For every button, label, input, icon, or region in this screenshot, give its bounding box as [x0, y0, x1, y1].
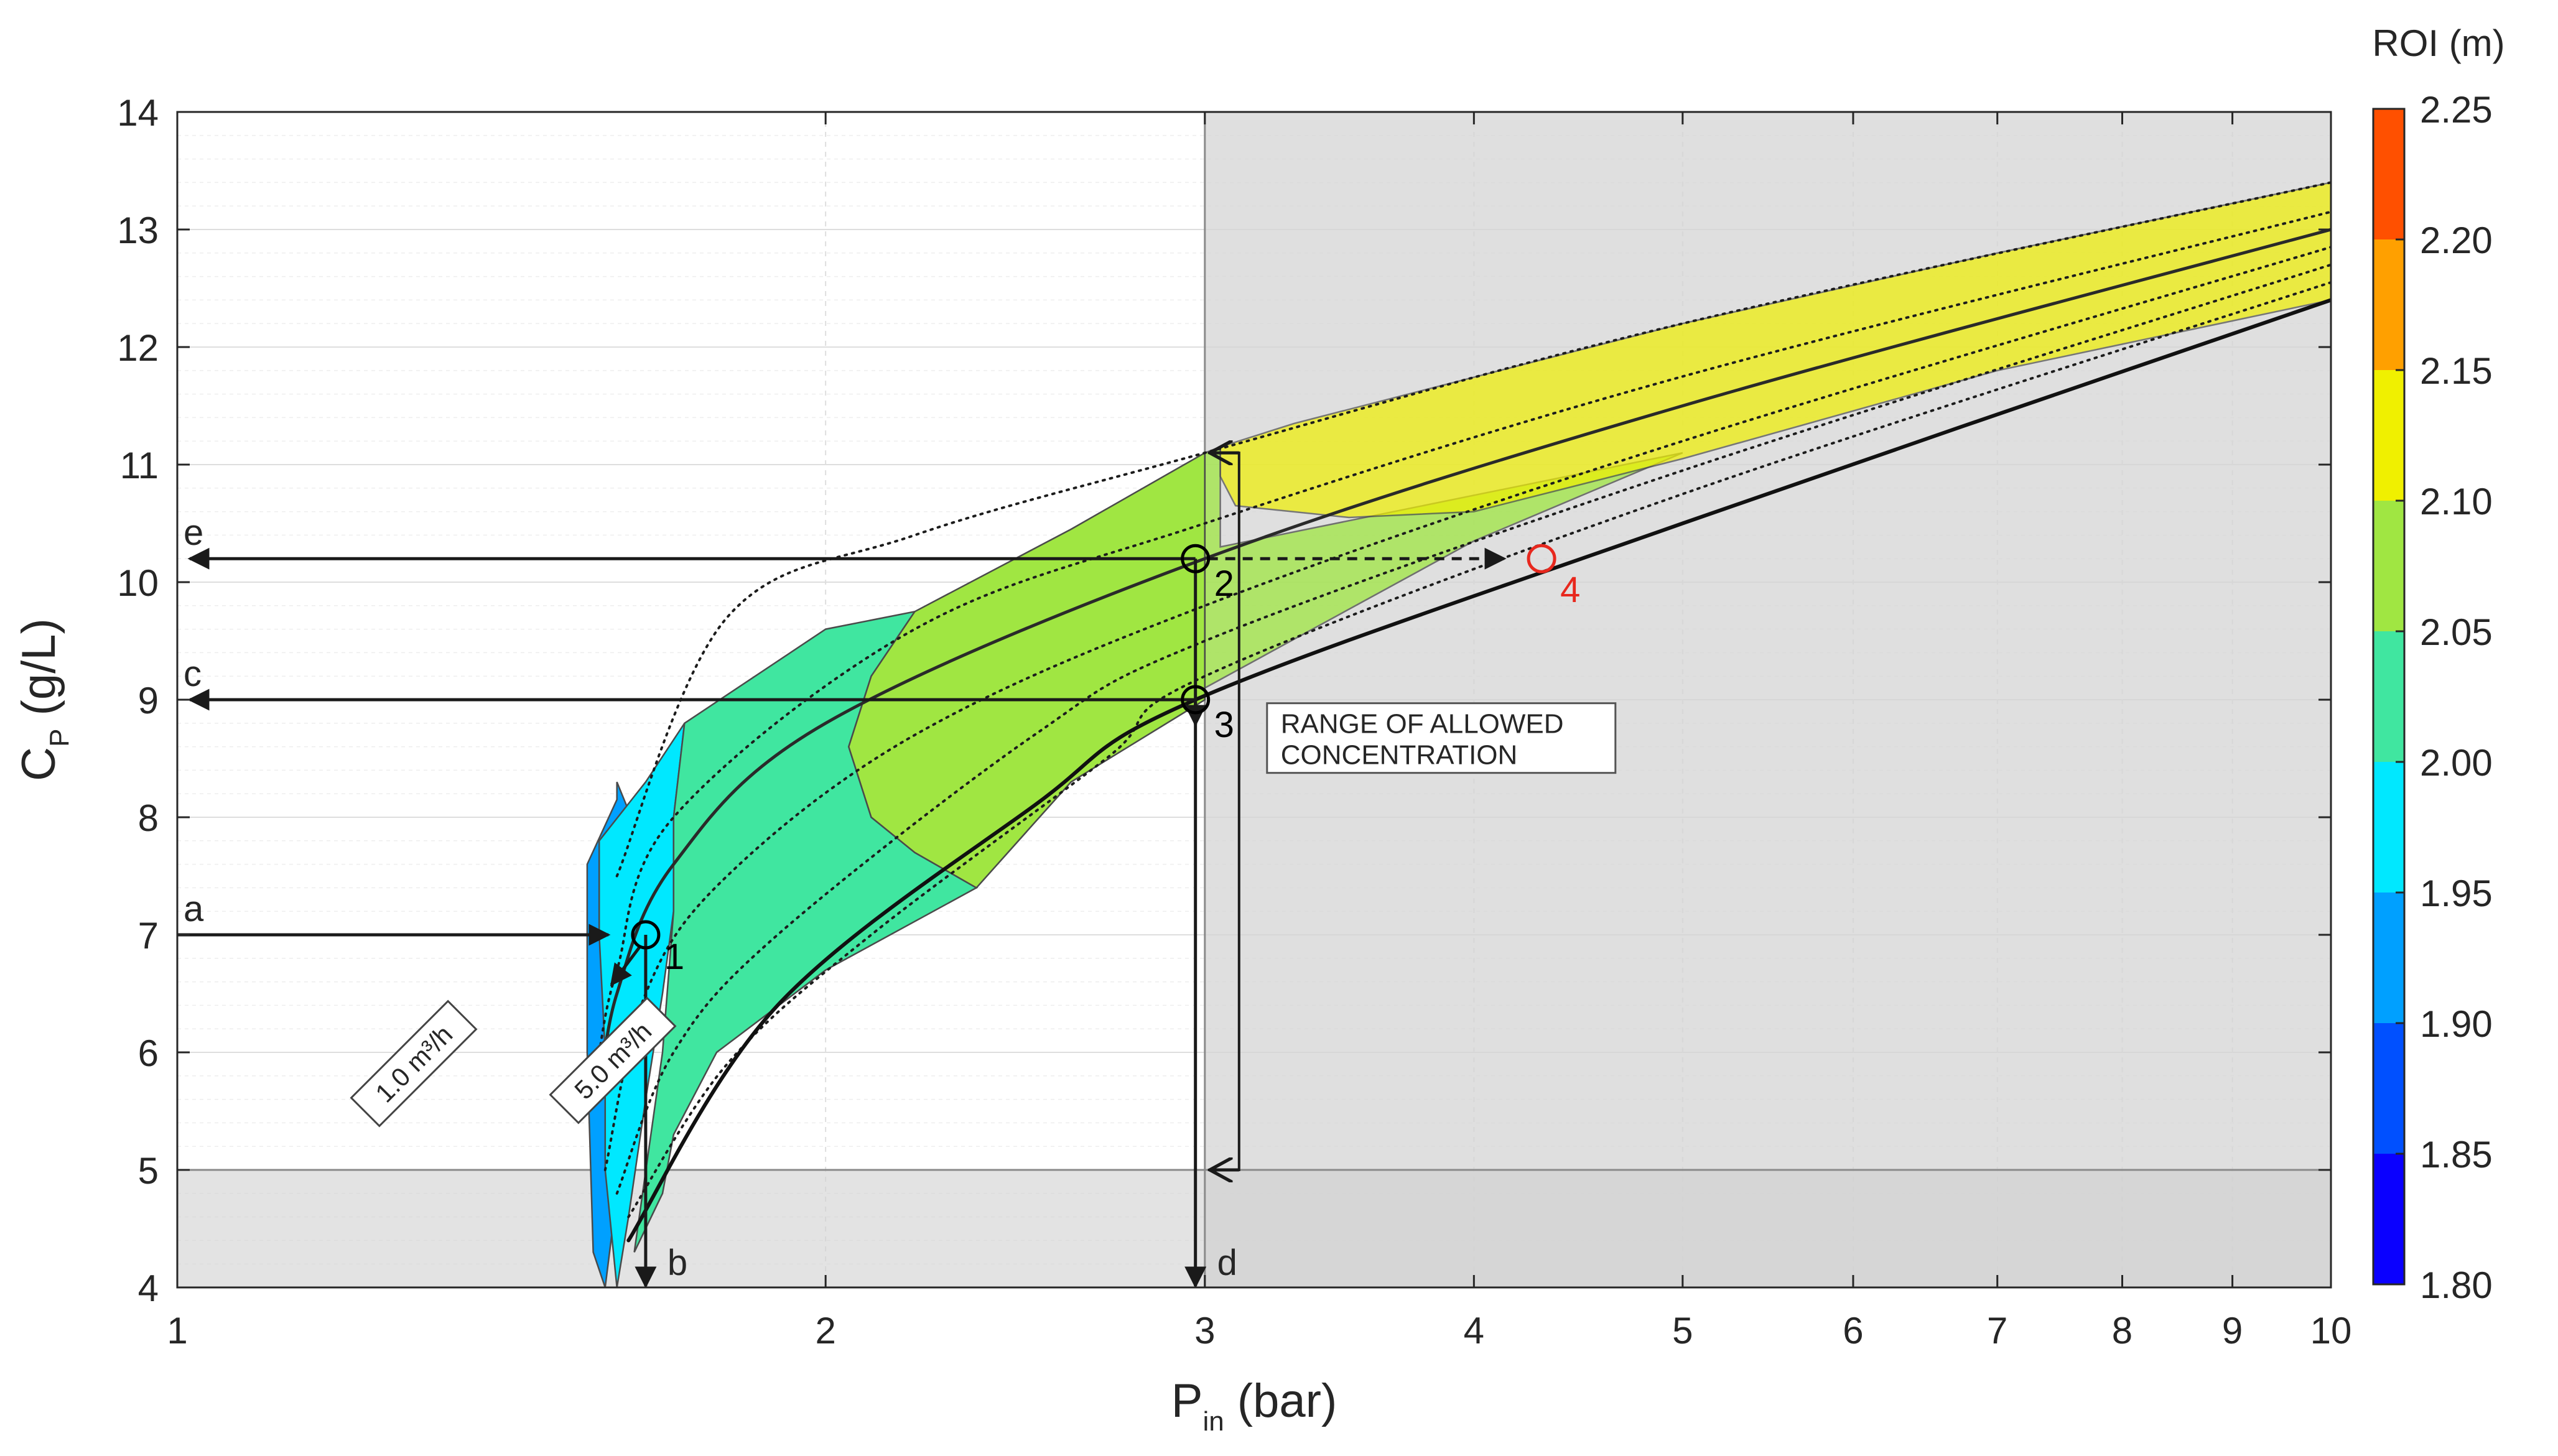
y-axis-title-group: CP (g/L)	[12, 618, 75, 781]
point-1-label: 1	[664, 937, 684, 977]
y-tick-label: 7	[138, 915, 159, 957]
x-axis-title: Pin (bar)	[1171, 1375, 1337, 1437]
flow-curve-3	[597, 228, 2331, 1101]
colorbar: 1.80 1.85 1.90 1.95 2.00 2.05 2.10 2.15 2.20 2.25	[2372, 89, 2493, 1306]
y-tick-label: 8	[138, 797, 159, 839]
point-3-label: 3	[1214, 705, 1234, 745]
shade-below-concentration-limit	[177, 1170, 2331, 1287]
flow-curve-4	[603, 246, 2331, 1171]
point-2-label: 2	[1214, 563, 1234, 604]
y-tick-label: 4	[138, 1268, 159, 1309]
colorbar-tick-label: 1.95	[2420, 873, 2493, 914]
colorbar-tick-label: 2.15	[2420, 350, 2493, 392]
colorbar-band	[2373, 370, 2404, 501]
colorbar-tick-label: 2.25	[2420, 89, 2493, 131]
colorbar-tick-label: 1.85	[2420, 1134, 2493, 1175]
flow-curve-1	[615, 181, 2331, 878]
colorbar-frame	[2372, 108, 2406, 1286]
point-3-marker	[1181, 685, 1211, 715]
x-tick-label: 2	[815, 1310, 835, 1352]
colorbar-tick-label: 2.10	[2420, 481, 2493, 522]
point-4-marker	[1527, 544, 1556, 573]
arrow-1.0-flow	[610, 946, 641, 986]
colorbar-title: ROI (m)	[2372, 22, 2505, 64]
colorbar-tick-label: 2.05	[2420, 611, 2493, 653]
y-tick-label: 5	[138, 1150, 159, 1192]
flow-curve-7	[626, 298, 2331, 1243]
x-tick-label: 3	[1194, 1310, 1215, 1352]
point-1-marker	[631, 920, 661, 950]
colorbar-tick-label: 2.20	[2420, 220, 2493, 261]
arrow-label-c: c	[184, 654, 202, 694]
colorbar-band	[2373, 893, 2404, 1023]
arrow-label-e: e	[184, 512, 203, 553]
arrow-label-b: b	[667, 1243, 687, 1283]
plot-area	[177, 112, 2331, 1398]
point-4-label: 4	[1560, 570, 1580, 610]
x-tick-label: 10	[2310, 1310, 2352, 1352]
y-tick-label: 12	[117, 327, 159, 369]
allowed-range-label-line: CONCENTRATION	[1281, 740, 1518, 771]
y-tick-label: 13	[117, 210, 159, 251]
allowed-range-label-line: RANGE OF ALLOWED	[1281, 709, 1564, 740]
flow-label-1.0-box	[350, 999, 478, 1128]
arrow-label-d: d	[1217, 1243, 1237, 1283]
flow-curve-5	[615, 263, 2331, 1195]
x-tick-label: 1	[167, 1310, 187, 1352]
colorbar-band	[2373, 1154, 2404, 1284]
colorbar-band	[2373, 109, 2404, 239]
colorbar-tick-label: 1.80	[2420, 1264, 2493, 1306]
colorbar-band	[2373, 501, 2404, 631]
y-tick-label: 14	[117, 92, 159, 134]
y-tick-label: 6	[138, 1032, 159, 1074]
y-tick-label: 9	[138, 680, 159, 721]
point-2-marker	[1181, 544, 1211, 573]
colorbar-band	[2373, 1023, 2404, 1154]
colorbar-tick-label: 1.90	[2420, 1003, 2493, 1045]
flow-label-5.0-box	[549, 996, 677, 1124]
arrow-5.0-flow	[1530, 1379, 1555, 1398]
flow-curves	[597, 181, 2331, 1243]
colorbar-tick-label: 2.00	[2420, 742, 2493, 784]
allowed-range-label-box	[1266, 702, 1617, 774]
colorbar-band	[2373, 762, 2404, 893]
x-tick-label: 7	[1987, 1310, 2007, 1352]
colorbar-band	[2373, 239, 2404, 370]
guide-arrows	[177, 453, 1555, 1398]
x-tick-label: 5	[1672, 1310, 1693, 1352]
colorbar-band	[2373, 631, 2404, 762]
y-axis-title: CP (g/L)	[12, 618, 75, 781]
x-tick-label: 9	[2222, 1310, 2243, 1352]
y-tick-label: 10	[117, 562, 159, 604]
x-tick-label: 8	[2112, 1310, 2132, 1352]
roi-region-2.05	[847, 451, 1206, 889]
x-tick-label: 4	[1464, 1310, 1484, 1352]
roi-region-2.10	[1219, 182, 2331, 519]
arrow-label-a: a	[184, 889, 204, 929]
x-tick-label: 6	[1843, 1310, 1863, 1352]
flow-curve-6	[627, 281, 2331, 1218]
y-tick-label: 11	[120, 445, 159, 486]
